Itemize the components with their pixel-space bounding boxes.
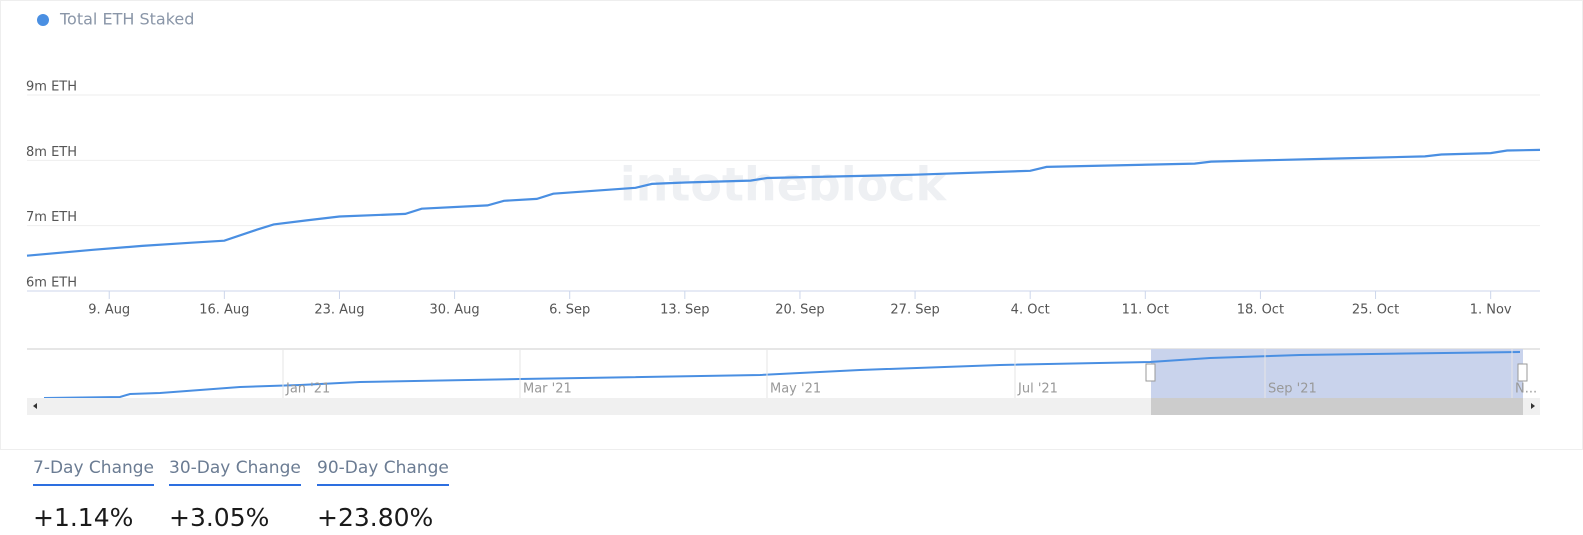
navigator-handle[interactable] (1145, 363, 1156, 382)
chart: intotheblock Jan '21 Mar '21 May '21 Jul '2… (0, 0, 1583, 450)
y-tick-label: 6m ETH (26, 276, 77, 291)
legend-label: Total ETH Staked (59, 10, 194, 29)
x-tick-label: 20. Sep (775, 303, 824, 318)
x-tick-label: 30. Aug (429, 303, 479, 318)
x-tick-label: 25. Oct (1352, 303, 1399, 318)
scrollbar-thumb[interactable] (1151, 398, 1523, 415)
x-tick-label: 27. Sep (890, 303, 939, 318)
navigator-label: Mar '21 (523, 382, 572, 397)
watermark: intotheblock (620, 158, 948, 212)
x-tick-label: 18. Oct (1237, 303, 1284, 318)
stat-label[interactable]: 30-Day Change (169, 458, 301, 486)
navigator-handle[interactable] (1517, 363, 1528, 382)
x-tick-label: 11. Oct (1122, 303, 1169, 318)
y-tick-label: 7m ETH (26, 210, 77, 225)
x-tick-label: 4. Oct (1011, 303, 1050, 318)
stat-label[interactable]: 7-Day Change (33, 458, 155, 486)
navigator-label: May '21 (770, 382, 821, 397)
legend-marker (37, 14, 49, 26)
data-line (26, 148, 1541, 257)
x-tick-label: 13. Sep (660, 303, 709, 318)
y-tick-label: 8m ETH (26, 145, 77, 160)
scroll-left[interactable] (33, 403, 37, 409)
x-tick-label: 16. Aug (199, 303, 249, 318)
navigator-label: N... (1515, 382, 1537, 397)
navigator-label: Sep '21 (1268, 382, 1317, 397)
x-tick-label: 9. Aug (88, 303, 130, 318)
stat-label[interactable]: 90-Day Change (317, 458, 449, 486)
y-tick-label: 9m ETH (26, 80, 77, 95)
x-tick-label: 1. Nov (1470, 303, 1512, 318)
stat-value: +1.14% (33, 503, 134, 532)
navigator-label: Jan '21 (285, 382, 330, 397)
stat-value: +23.80% (317, 503, 434, 532)
navigator-selection[interactable] (1151, 349, 1523, 398)
stat-value: +3.05% (169, 503, 270, 532)
navigator-label: Jul '21 (1017, 382, 1058, 397)
x-tick-label: 6. Sep (549, 303, 590, 318)
navigator: Jan '21 Mar '21 May '21 Jul '21 Sep '21 N... (27, 348, 1540, 415)
scroll-right[interactable] (1531, 403, 1535, 409)
x-tick-label: 23. Aug (314, 303, 364, 318)
